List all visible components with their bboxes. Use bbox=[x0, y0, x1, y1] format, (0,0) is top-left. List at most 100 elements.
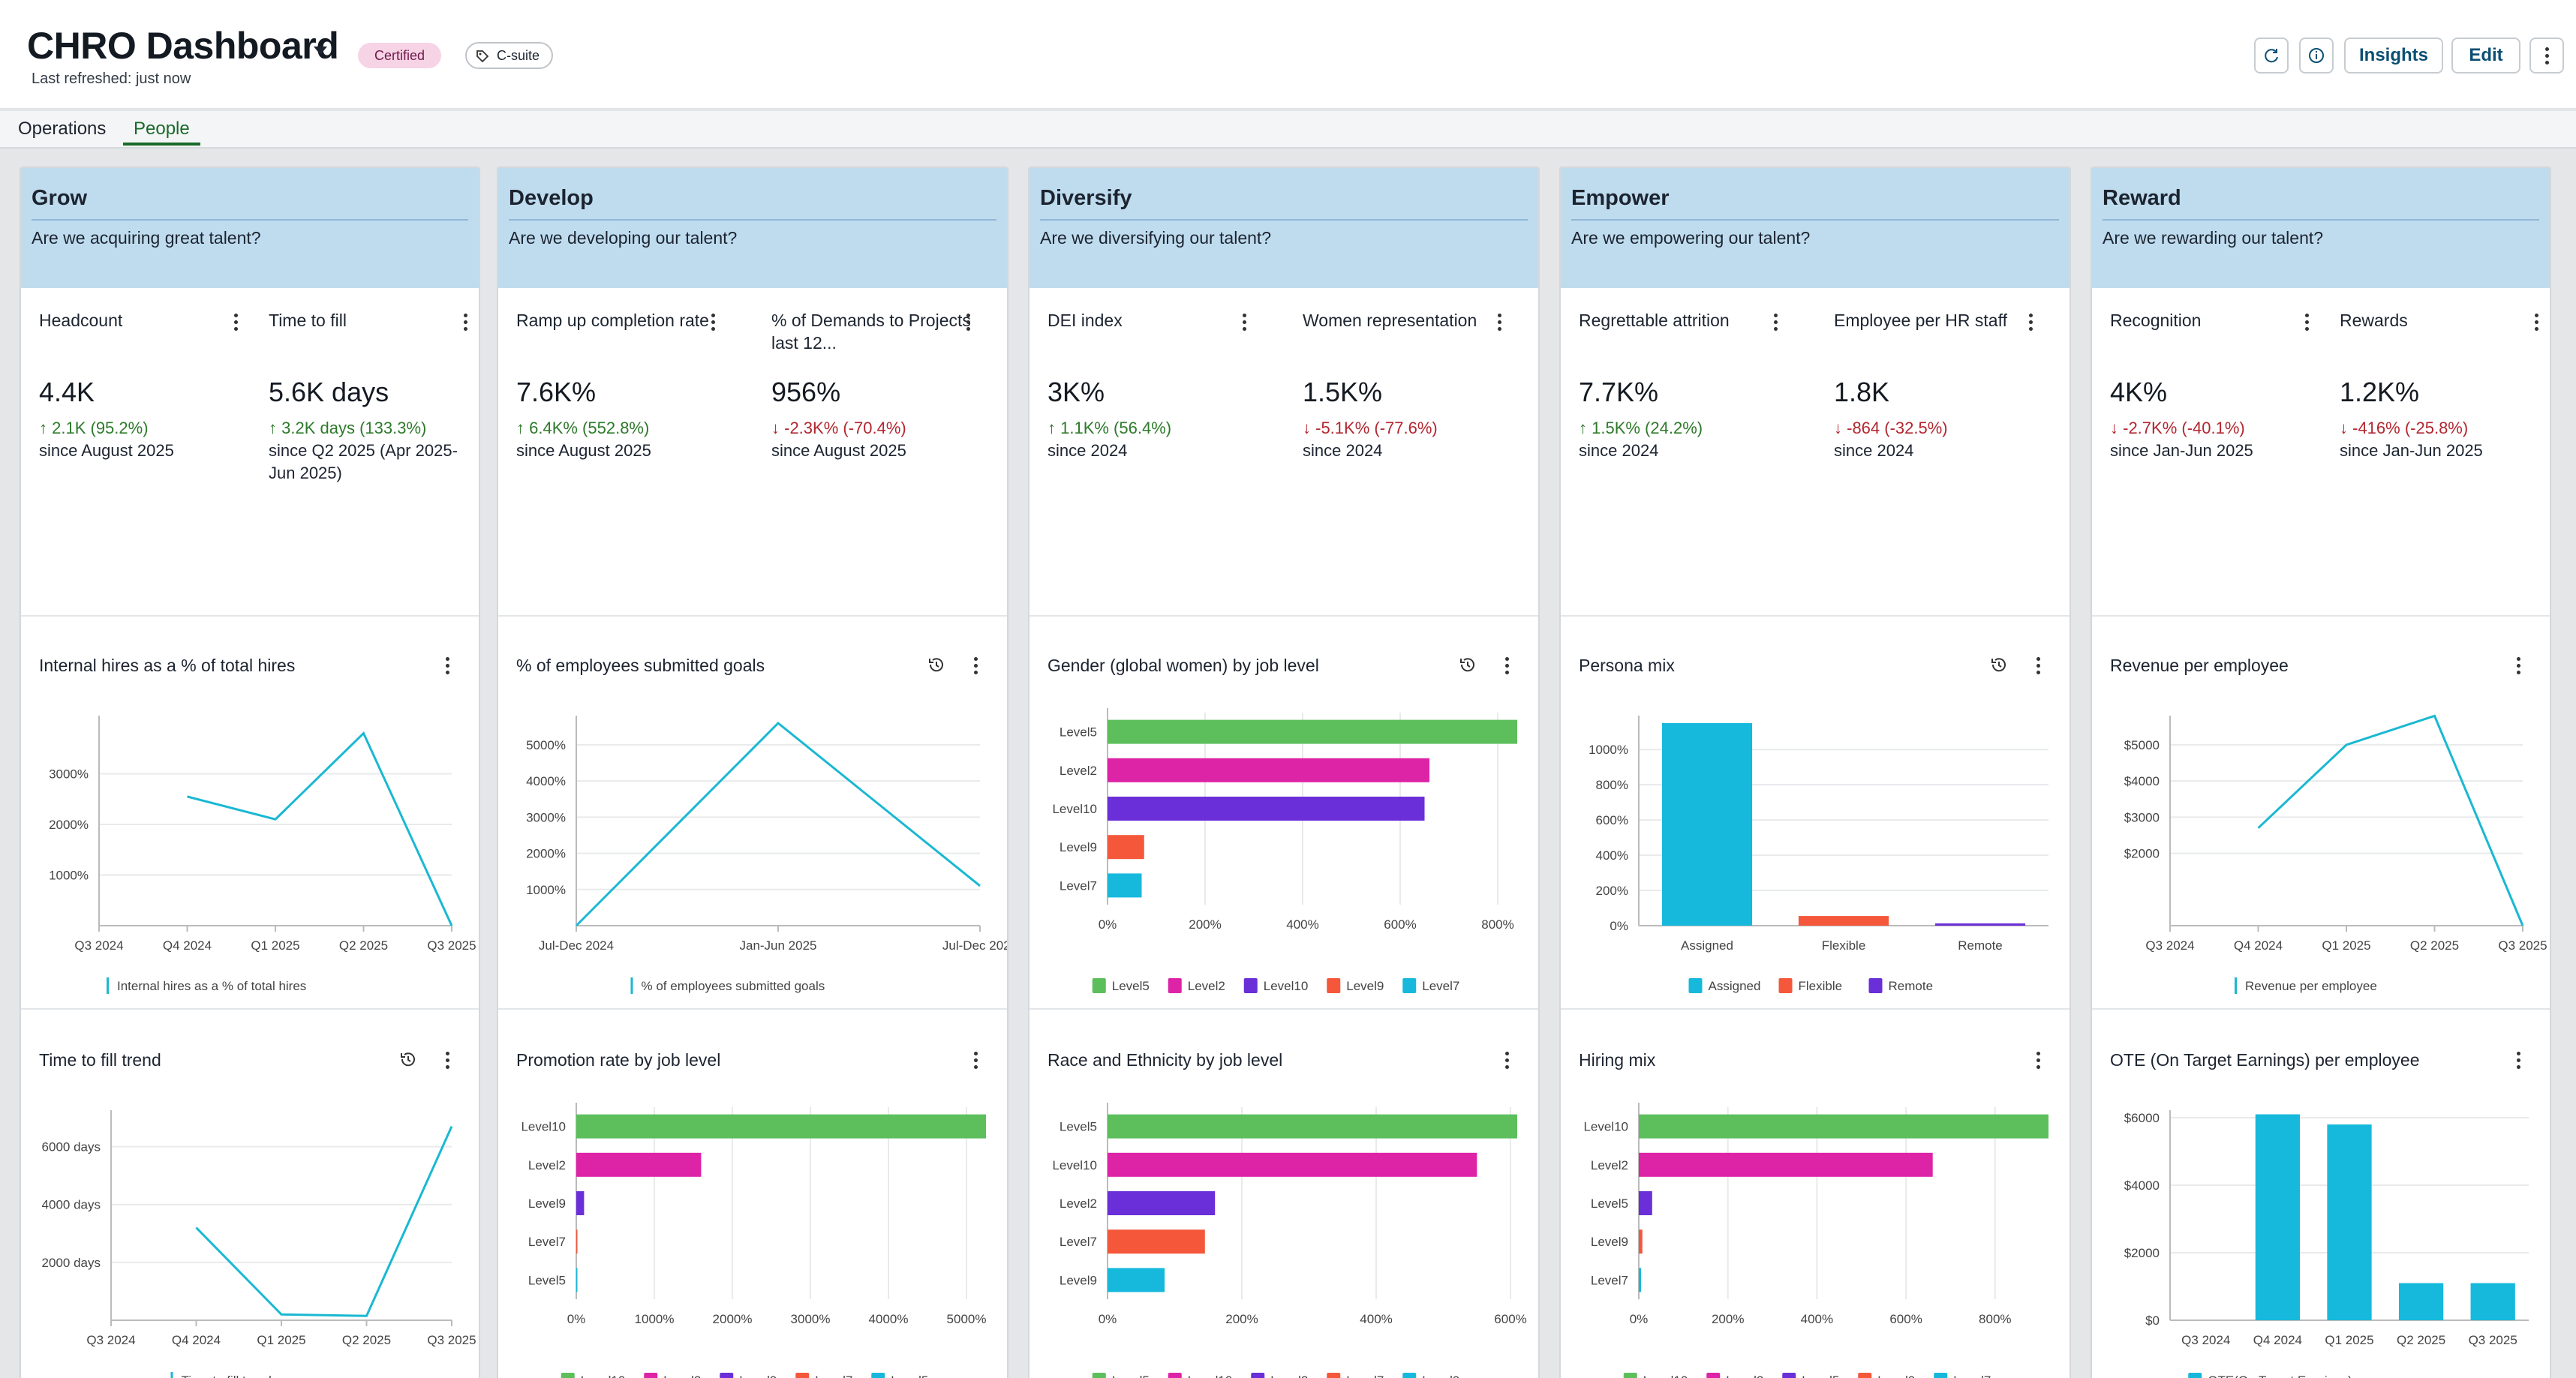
legend-swatch bbox=[1168, 978, 1182, 993]
kpi-since: since Q2 2025 (Apr 2025-Jun 2025) bbox=[269, 441, 458, 482]
y-tick-label: Level9 bbox=[1060, 840, 1097, 854]
chart-menu-button[interactable] bbox=[969, 1049, 981, 1071]
kpi-delta: ↓ -864 (-32.5%) bbox=[1834, 419, 1948, 438]
bar bbox=[2327, 1124, 2372, 1320]
chart-menu-button[interactable] bbox=[969, 654, 981, 677]
bar bbox=[1108, 1114, 1517, 1139]
legend-label: Level2 bbox=[663, 1373, 701, 1378]
certified-badge: Certified bbox=[358, 43, 442, 68]
kpi-value: 1.5K% bbox=[1303, 377, 1383, 407]
chart-menu-button[interactable] bbox=[441, 1049, 453, 1071]
x-tick-label: 200% bbox=[1189, 917, 1221, 932]
more-options-button[interactable] bbox=[2529, 38, 2564, 74]
legend-label: Level7 bbox=[1346, 1373, 1384, 1378]
column-subtitle: Are we acquiring great talent? bbox=[32, 228, 261, 248]
history-icon[interactable] bbox=[1457, 654, 1478, 675]
chart-menu-button[interactable] bbox=[2032, 1049, 2044, 1071]
legend-label: Level7 bbox=[1422, 979, 1459, 993]
chart-of-employees-submitted-goals: 1000% 2000% 3000% 4000% 5000% Jul-Dec 2024 Jan… bbox=[526, 716, 1008, 994]
y-tick-label: $6000 bbox=[2124, 1111, 2160, 1125]
kpi-value: 4.4K bbox=[39, 377, 95, 407]
x-tick-label: 400% bbox=[1360, 1312, 1392, 1326]
chart-menu-button[interactable] bbox=[2512, 1049, 2524, 1071]
edit-button[interactable]: Edit bbox=[2451, 38, 2520, 74]
kpi-value: 7.7K% bbox=[1579, 377, 1659, 407]
legend-label: Remote bbox=[1889, 979, 1934, 993]
x-tick-label: Q4 2024 bbox=[163, 938, 212, 953]
chart-hiring-mix: 0% 200% 400% 600% 800% Level10 Level2 Level5 Lev… bbox=[1583, 1103, 2048, 1378]
chart-menu-button[interactable] bbox=[1501, 654, 1513, 677]
x-tick-label: Q3 2024 bbox=[2181, 1333, 2230, 1347]
y-tick-label: 1000% bbox=[1589, 743, 1628, 757]
arrow-down-icon: ↓ bbox=[2110, 419, 2124, 437]
kpi-since: since August 2025 bbox=[516, 441, 651, 460]
kpi-label: Regrettable attrition bbox=[1579, 311, 1730, 330]
legend-label: Level9 bbox=[1877, 1373, 1915, 1378]
chart-race-and-ethnicity-by-job-level: 0% 200% 400% 600% Level5 Level10 Level2 Level7 L… bbox=[1052, 1103, 1527, 1378]
chart-menu-button[interactable] bbox=[441, 654, 453, 677]
y-tick-label: Level7 bbox=[528, 1235, 566, 1249]
kpi-menu-button[interactable] bbox=[1238, 311, 1250, 333]
kpi-menu-button[interactable] bbox=[2301, 311, 2313, 333]
legend-swatch bbox=[1402, 1373, 1417, 1378]
kpi-value: 1.8K bbox=[1834, 377, 1890, 407]
chart-menu-button[interactable] bbox=[1501, 1049, 1513, 1071]
series-line bbox=[187, 731, 453, 926]
chart-title: Promotion rate by job level bbox=[516, 1050, 721, 1070]
column-title: Diversify bbox=[1040, 186, 1132, 210]
kpi-label: Employee per HR staff bbox=[1834, 311, 2007, 330]
y-tick-label: 400% bbox=[1596, 848, 1628, 863]
more-options-icon bbox=[2541, 44, 2553, 67]
x-tick-label: Q4 2024 bbox=[172, 1333, 221, 1347]
bar bbox=[576, 1152, 702, 1177]
kpi-menu-button[interactable] bbox=[707, 311, 719, 333]
y-tick-label: 3000% bbox=[49, 767, 89, 782]
y-tick-label: Level7 bbox=[1591, 1273, 1628, 1287]
column-title: Reward bbox=[2103, 186, 2181, 210]
history-icon[interactable] bbox=[926, 654, 947, 675]
x-tick-label: Q4 2024 bbox=[2234, 938, 2283, 953]
bar bbox=[2255, 1114, 2301, 1320]
kpi-menu-button[interactable] bbox=[459, 311, 471, 333]
kpi-menu-button[interactable] bbox=[2024, 311, 2036, 333]
history-icon[interactable] bbox=[1988, 654, 2009, 675]
tag-badge[interactable]: C-suite bbox=[465, 42, 554, 69]
legend-swatch bbox=[720, 1373, 734, 1378]
bar bbox=[1934, 923, 2026, 926]
legend-label: Flexible bbox=[1799, 979, 1843, 993]
kpi-menu-button[interactable] bbox=[962, 311, 974, 333]
chart-menu-button[interactable] bbox=[2512, 654, 2524, 677]
kpi-label: Recognition bbox=[2110, 311, 2202, 330]
legend-swatch bbox=[1402, 978, 1417, 993]
y-tick-label: Level5 bbox=[1591, 1196, 1628, 1211]
info-button[interactable] bbox=[2299, 38, 2334, 74]
column-title: Grow bbox=[32, 186, 88, 210]
kpi-menu-button[interactable] bbox=[1493, 311, 1505, 333]
kpi-delta-value: 1.1K% (56.4%) bbox=[1060, 419, 1172, 437]
x-tick-label: Jul-Dec 2025 bbox=[942, 938, 1008, 953]
column-header: Grow Are we acquiring great talent? bbox=[21, 168, 479, 288]
title-dropdown-icon[interactable] bbox=[314, 47, 327, 55]
x-tick-label: Q2 2025 bbox=[2397, 1333, 2445, 1347]
column-title: Develop bbox=[509, 186, 594, 210]
history-icon[interactable] bbox=[398, 1049, 419, 1070]
kpi-menu-button[interactable] bbox=[2530, 311, 2542, 333]
arrow-up-icon: ↑ bbox=[516, 419, 530, 437]
kpi-label: Women representation bbox=[1303, 311, 1477, 330]
kpi-value: 5.6K days bbox=[269, 377, 389, 407]
bar bbox=[1108, 1229, 1205, 1254]
insights-button[interactable]: Insights bbox=[2344, 38, 2443, 74]
section-divider bbox=[1029, 615, 1538, 617]
kpi-delta-value: -2.7K% (-40.1%) bbox=[2123, 419, 2245, 437]
section-divider bbox=[1561, 1008, 2070, 1010]
kpi-delta: ↑ 1.1K% (56.4%) bbox=[1048, 419, 1171, 438]
legend-swatch bbox=[1868, 978, 1883, 993]
x-tick-label: Q1 2025 bbox=[251, 938, 299, 953]
kpi-menu-button[interactable] bbox=[1769, 311, 1781, 333]
tab-operations[interactable]: Operations bbox=[18, 119, 107, 139]
tab-people[interactable]: People bbox=[123, 116, 200, 146]
refresh-button[interactable] bbox=[2254, 38, 2289, 74]
x-tick-label: 0% bbox=[1630, 1312, 1649, 1326]
chart-menu-button[interactable] bbox=[2032, 654, 2044, 677]
kpi-menu-button[interactable] bbox=[230, 311, 242, 333]
